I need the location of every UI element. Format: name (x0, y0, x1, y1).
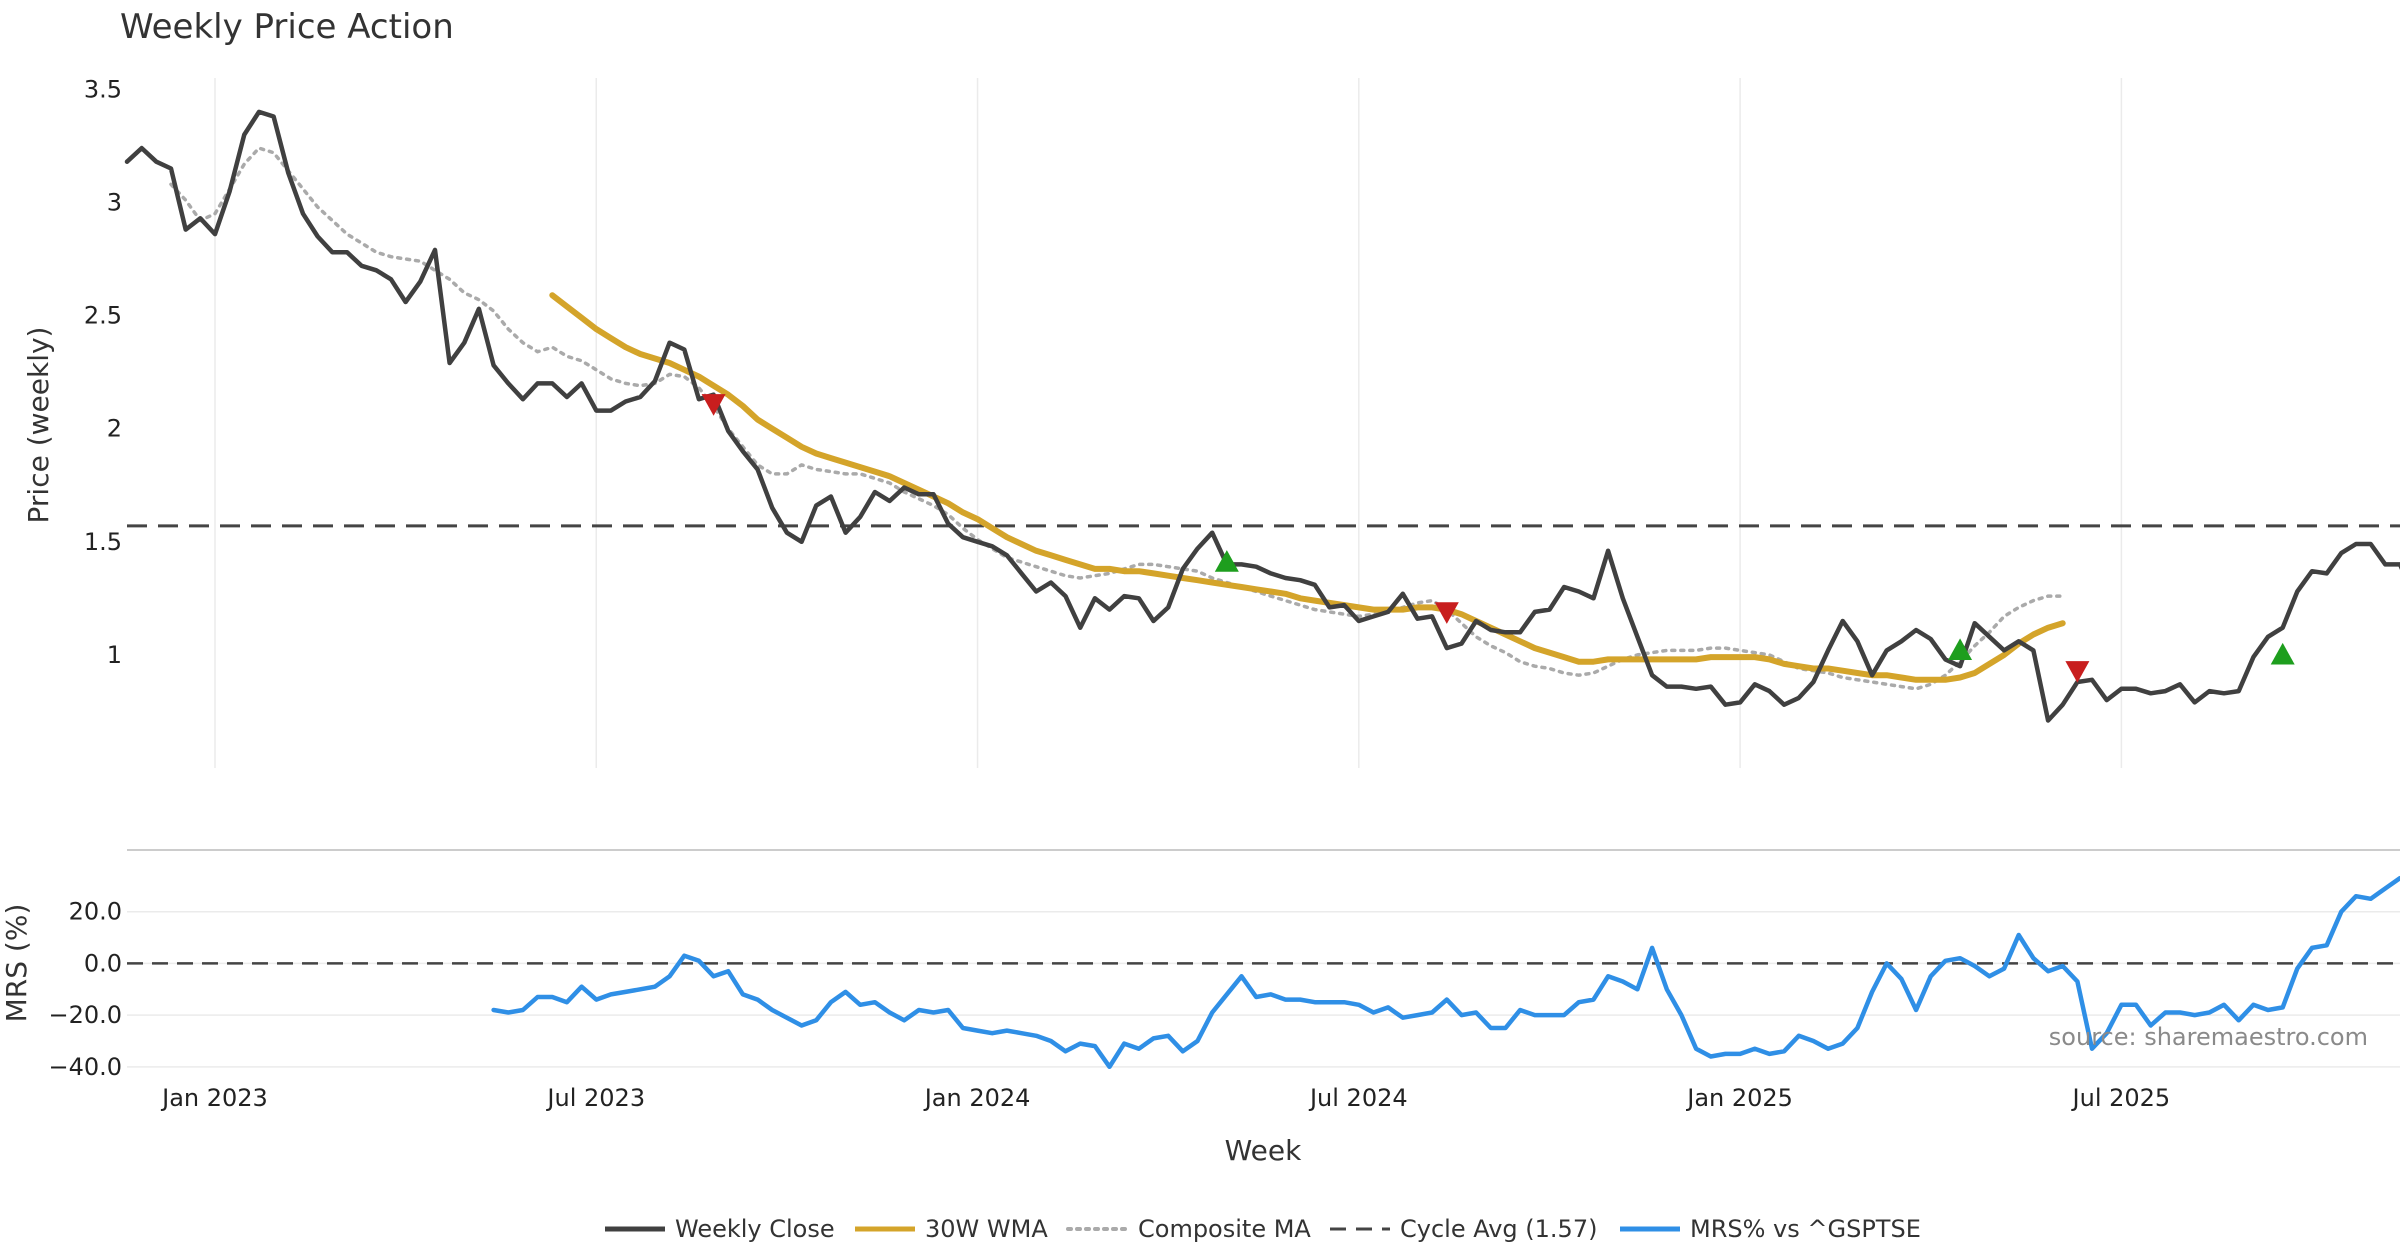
legend-label: 30W WMA (925, 1215, 1048, 1243)
chart-title: Weekly Price Action (120, 7, 454, 47)
price-y-tick-label: 3.5 (84, 75, 122, 103)
mrs-y-tick-label: 0.0 (84, 949, 122, 977)
mrs-y-tick-label: 20.0 (69, 898, 122, 926)
series-line-weekly-close (124, 109, 2400, 723)
x-tick-label: Jul 2024 (1308, 1084, 1408, 1112)
price-y-axis-label: Price (weekly) (22, 327, 55, 524)
price-y-tick-label: 2.5 (84, 302, 122, 330)
mrs-y-tick-label: −40.0 (48, 1053, 122, 1081)
source-note: source: sharemaestro.com (2049, 1023, 2368, 1051)
x-tick-label: Jan 2024 (923, 1084, 1031, 1112)
x-tick-label: Jul 2023 (545, 1084, 645, 1112)
buy-signal-marker (1214, 550, 1239, 572)
legend: Weekly Close 30W WMA Composite MA Cycle Avg… (605, 1215, 1921, 1243)
sell-signal-marker (1434, 602, 1459, 624)
x-axis: Jan 2023 Jul 2023 Jan 2024 Jul 2024 Jan 2025… (160, 1084, 2170, 1112)
mrs-grid (127, 910, 2400, 1068)
price-y-axis: 3.5 3 2.5 2 1.5 1 (84, 75, 122, 669)
buy-signal-marker (1948, 638, 1973, 660)
legend-label: Weekly Close (675, 1215, 835, 1243)
series-line-composite-ma (169, 146, 2065, 691)
mrs-y-axis-label: MRS (%) (0, 904, 33, 1023)
price-y-tick-label: 2 (107, 415, 122, 443)
x-axis-label: Week (1225, 1134, 1302, 1167)
mrs-y-axis: 20.0 0.0 −20.0 −40.0 (48, 898, 122, 1081)
sell-signal-marker (2065, 661, 2090, 683)
series-line-30w-wma (549, 292, 2066, 683)
price-grid (214, 78, 2123, 768)
price-y-tick-label: 1 (107, 641, 122, 669)
plot-area (124, 109, 2400, 1070)
buy-signal-marker (2270, 642, 2295, 665)
series-line-mrs-vs-gsptse (491, 875, 2400, 1070)
x-tick-label: Jul 2025 (2071, 1084, 2171, 1112)
legend-label: MRS% vs ^GSPTSE (1690, 1215, 1921, 1243)
x-tick-label: Jan 2023 (160, 1084, 268, 1112)
legend-label: Composite MA (1138, 1215, 1311, 1243)
price-y-tick-label: 1.5 (84, 528, 122, 556)
sell-signal-marker (701, 394, 726, 416)
price-y-tick-label: 3 (107, 188, 122, 216)
mrs-y-tick-label: −20.0 (48, 1001, 122, 1029)
legend-label: Cycle Avg (1.57) (1400, 1215, 1597, 1243)
x-tick-label: Jan 2025 (1685, 1084, 1793, 1112)
